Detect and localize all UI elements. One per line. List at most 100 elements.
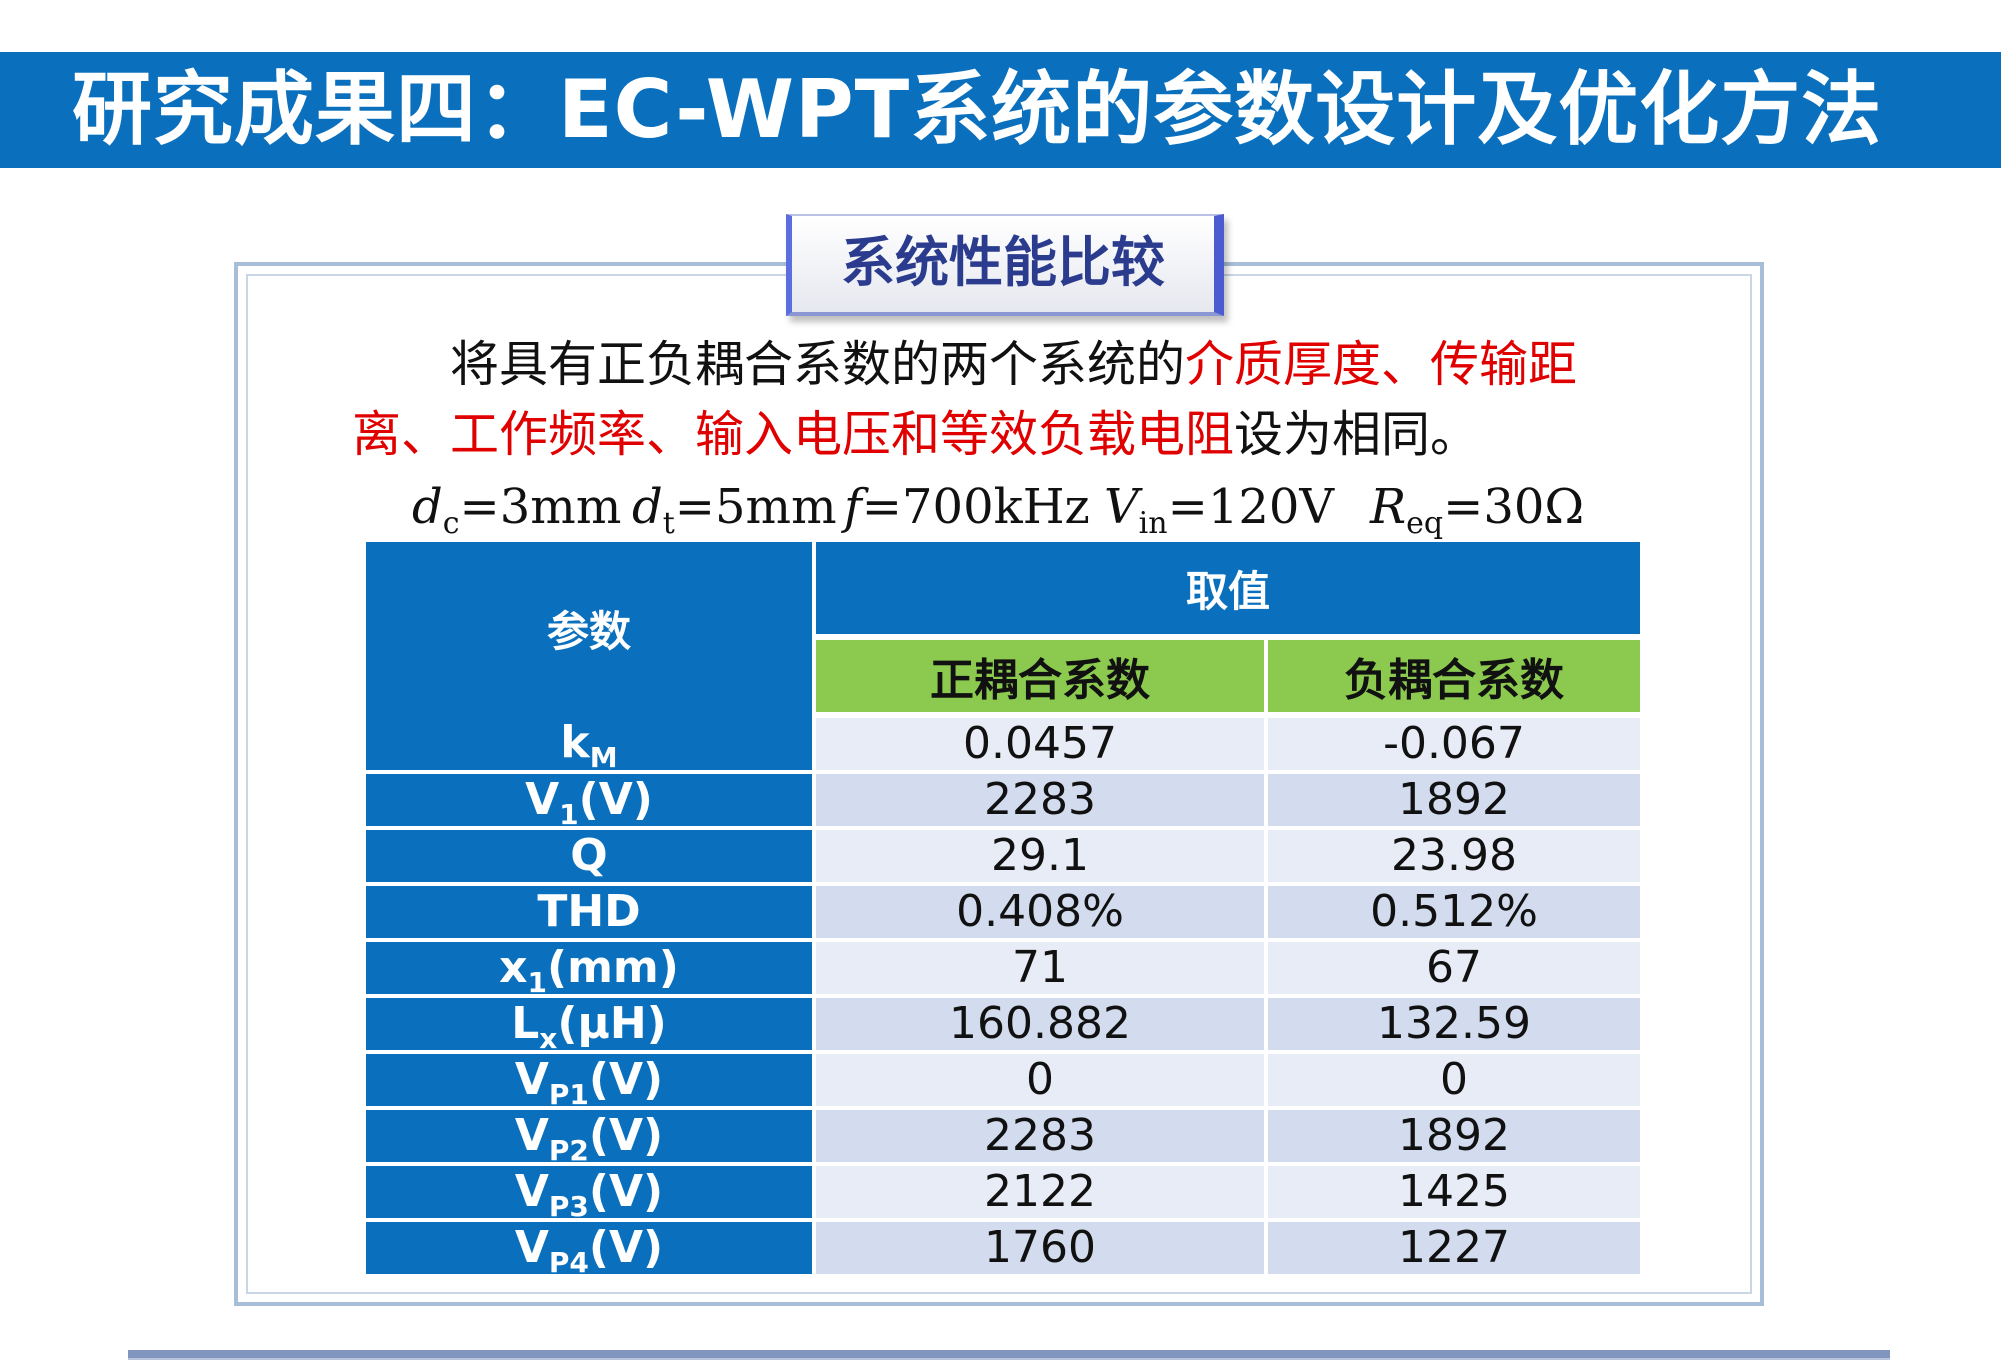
negative-coupling-value: 0.512% [1266,884,1641,942]
param-name-cell: Lx(μH) [366,996,816,1055]
param-name-cell: VP4(V) [366,1220,816,1279]
param-name: L [511,998,540,1049]
param-subscript: 1 [527,966,547,999]
positive-coupling-value: 1760 [814,1220,1268,1278]
param-name-cell: VP1(V) [366,1052,816,1111]
negative-coupling-value: 1892 [1266,1108,1641,1166]
param-name: V [514,1110,549,1161]
negative-coupling-value: 67 [1266,940,1641,998]
param-name: V [514,1054,549,1105]
param-subscript: M [589,740,618,774]
param-unit: (mm) [546,942,679,993]
param-name-cell: VP3(V) [366,1164,816,1223]
param-vin-symbol: V [1104,479,1139,535]
table-row: x1(mm) 71 67 [366,940,1641,999]
param-dt: dt=5mm [632,472,837,542]
negative-coupling-value: 1227 [1266,1220,1641,1278]
positive-coupling-value: 2283 [814,772,1268,830]
header-param: 参数 [366,542,816,715]
param-subscript: P1 [548,1078,589,1111]
negative-coupling-value: 1892 [1266,772,1641,830]
param-unit: (V) [588,1054,664,1105]
header-value: 取值 [814,542,1641,640]
param-subscript: P4 [548,1246,589,1279]
param-subscript: 1 [559,798,579,831]
param-dc-symbol: d [412,479,443,535]
param-dc-subscript: c [442,506,460,541]
param-unit: (V) [588,1110,664,1161]
table-row: V1(V) 2283 1892 [366,772,1641,831]
description-line-1-normal: 将具有正负耦合系数的两个系统的 [450,336,1186,393]
negative-coupling-value: -0.067 [1266,715,1641,774]
table-row: VP4(V) 1760 1227 [366,1220,1641,1279]
param-name: Q [570,830,608,881]
table-body: kM 0.0457 -0.067 V1(V) 2283 1892 Q 29.1 23.98 THD… [366,715,1641,1279]
param-unit: (V) [578,774,653,825]
param-dc: dc=3mm [412,472,621,542]
table-row: kM 0.0457 -0.067 [366,715,1641,774]
positive-coupling-value: 0.408% [814,884,1268,942]
table-row: Q 29.1 23.98 [366,828,1641,886]
header-negative-coupling: 负耦合系数 [1266,637,1641,718]
negative-coupling-value: 1425 [1266,1164,1641,1222]
param-name: THD [537,886,641,937]
param-name-cell: V1(V) [366,772,816,831]
param-name: V [514,1166,549,1217]
param-f-value: =700kHz [861,479,1090,535]
param-name-cell: Q [366,828,816,886]
param-vin: Vin=120V [1104,472,1334,542]
header-positive-coupling: 正耦合系数 [814,637,1268,718]
param-name-cell: VP2(V) [366,1108,816,1167]
title-bar: 研究成果四：EC-WPT系统的参数设计及优化方法 [0,52,2001,168]
param-f: f=700kHz [844,472,1090,542]
positive-coupling-value: 0.0457 [814,715,1268,774]
description-line-2-highlight: 离、工作频率、输入电压和等效负载电阻 [352,406,1235,463]
table-row: VP2(V) 2283 1892 [366,1108,1641,1167]
positive-coupling-value: 160.882 [814,996,1268,1054]
footer-divider [128,1350,1890,1360]
param-name: x [499,942,528,993]
comparison-table: 参数 取值 正耦合系数 负耦合系数 kM 0.0457 -0.067 V1(V) 228… [366,542,1641,1279]
panel-tab: 系统性能比较 [786,214,1224,316]
negative-coupling-value: 0 [1266,1052,1641,1110]
positive-coupling-value: 2283 [814,1108,1268,1166]
param-dt-subscript: t [662,506,675,541]
positive-coupling-value: 0 [814,1052,1268,1110]
positive-coupling-value: 2122 [814,1164,1268,1222]
negative-coupling-value: 23.98 [1266,828,1641,886]
param-subscript: P3 [548,1190,589,1223]
param-vin-subscript: in [1138,506,1168,541]
table-row: VP3(V) 2122 1425 [366,1164,1641,1223]
page-title: 研究成果四：EC-WPT系统的参数设计及优化方法 [72,63,1883,156]
description-text: 将具有正负耦合系数的两个系统的介质厚度、传输距 离、工作频率、输入电压和等效负载… [352,330,1652,470]
description-line-2: 离、工作频率、输入电压和等效负载电阻设为相同。 [352,400,1652,470]
description-line-1-highlight: 介质厚度、传输距 [1185,336,1578,393]
param-subscript: P2 [548,1134,589,1167]
param-unit: (V) [588,1222,664,1273]
param-name-cell: x1(mm) [366,940,816,999]
description-line-2-normal: 设为相同。 [1234,406,1480,463]
positive-coupling-value: 29.1 [814,828,1268,886]
negative-coupling-value: 132.59 [1266,996,1641,1054]
param-unit: (μH) [557,998,667,1049]
table-row: THD 0.408% 0.512% [366,884,1641,942]
table-row: VP1(V) 0 0 [366,1052,1641,1111]
description-line-1: 将具有正负耦合系数的两个系统的介质厚度、传输距 [352,330,1652,400]
param-req-value: =30Ω [1443,479,1585,535]
param-req-symbol: R [1370,479,1407,535]
param-dt-symbol: d [632,479,663,535]
param-subscript: x [539,1022,558,1055]
param-dc-value: =3mm [459,479,622,535]
positive-coupling-value: 71 [814,940,1268,998]
param-req-subscript: eq [1406,506,1444,541]
param-name-cell: THD [366,884,816,942]
param-name: V [514,1222,549,1273]
param-name-cell: kM [366,715,816,774]
param-name: k [560,716,590,768]
param-vin-value: =120V [1167,479,1335,535]
param-f-symbol: f [844,479,862,535]
param-name: V [525,774,560,825]
param-unit: (V) [588,1166,664,1217]
table-row: Lx(μH) 160.882 132.59 [366,996,1641,1055]
panel-tab-label: 系统性能比较 [841,231,1165,294]
